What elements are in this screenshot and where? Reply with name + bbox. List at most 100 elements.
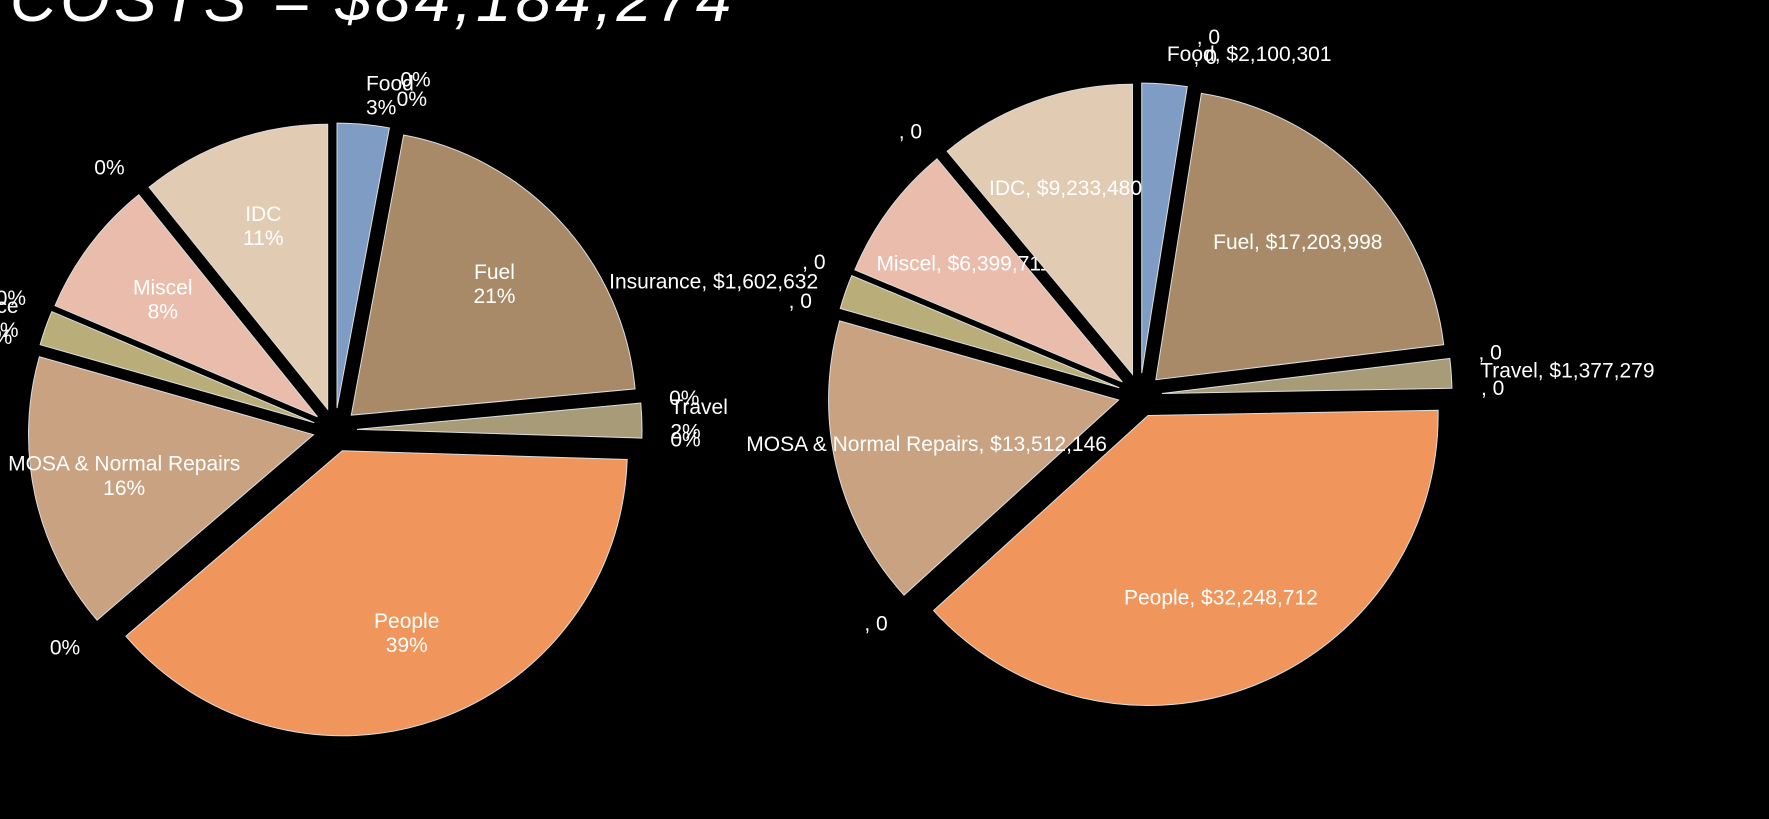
pie-slice (1161, 357, 1453, 394)
slice-value: 0% (669, 387, 699, 410)
slice-value: 2% (0, 319, 19, 342)
slice-category: Travel (1480, 359, 1538, 382)
slice-label: , 0 (864, 612, 887, 635)
slice-value: 0 (1208, 26, 1220, 49)
slice-category: Miscel (133, 276, 193, 299)
separator: , (1025, 176, 1037, 199)
slice-label: 0% (94, 156, 124, 179)
slice-value: 8% (148, 300, 178, 323)
slice-category: Fuel (1213, 230, 1254, 253)
pie-slice (828, 320, 1120, 596)
slice-label: Insurance, $1,602,632 (609, 270, 818, 293)
slice-category: Fuel (474, 261, 515, 284)
slice-label: Insurance 2% (0, 294, 19, 341)
separator: , (1215, 43, 1227, 66)
slice-label: IDC, $9,233,480 (989, 176, 1142, 199)
slice-category: Insurance (0, 294, 19, 317)
separator: , (1478, 341, 1490, 364)
separator: , (1481, 376, 1493, 399)
separator: , (1254, 230, 1266, 253)
slice-label: 0% (397, 88, 427, 111)
slide-title: COSTS = $84,184,274 (10, 0, 735, 35)
slice-value: 39% (386, 634, 428, 657)
slice-label: , 0 (789, 289, 812, 312)
slice-label: 0% (400, 68, 430, 91)
slice-category: Insurance (609, 270, 701, 293)
pie-slice (39, 310, 315, 424)
slice-value: 0% (400, 68, 430, 91)
slice-category: Miscel (876, 252, 936, 275)
pie-slice (336, 122, 390, 409)
pie-slice (54, 194, 318, 418)
slice-label: Fuel, $17,203,998 (1213, 230, 1382, 253)
slice-value: 0% (0, 287, 26, 310)
slice-label: , 0 (899, 120, 922, 143)
slice-category: People (374, 610, 439, 633)
pie-slice (1141, 82, 1188, 374)
slice-category: Food (366, 72, 414, 95)
slice-label: People, $32,248,712 (1124, 586, 1318, 609)
slice-label: , 0 (1197, 26, 1220, 49)
slice-value: 16% (103, 476, 145, 499)
slice-value: $32,248,712 (1201, 586, 1318, 609)
slice-category: IDC (989, 176, 1025, 199)
slice-value: $1,377,279 (1549, 359, 1654, 382)
pie-slice (946, 83, 1134, 376)
slice-label: 0% (0, 287, 26, 310)
slice-label: Food, $2,100,301 (1167, 43, 1332, 66)
slice-value: $6,399,711 (948, 252, 1052, 275)
separator: , (701, 270, 713, 293)
slice-value: $9,233,480 (1037, 176, 1142, 199)
slice-label: , 0 (1478, 341, 1501, 364)
pie-slice (932, 409, 1439, 706)
slice-value: 21% (473, 285, 515, 308)
slice-value: 0 (800, 289, 812, 312)
pie-slice (350, 134, 636, 416)
pie-slice (28, 356, 315, 621)
slice-label: Fuel 21% (473, 261, 515, 308)
separator: , (802, 251, 814, 274)
slice-value: 0 (1205, 46, 1217, 69)
slice-value: $2,100,301 (1226, 43, 1331, 66)
slice-label: Miscel, $6,399,711 (876, 252, 1051, 275)
slice-label: 0% (50, 636, 80, 659)
slice-value: 11% (243, 227, 283, 250)
slice-label: , 0 (1481, 376, 1504, 399)
separator: , (1197, 26, 1209, 49)
slice-label: , 0 (1194, 46, 1217, 69)
slice-label: Miscel 8% (133, 276, 193, 323)
pie-slice (1155, 92, 1445, 381)
slice-value: 0 (1493, 376, 1505, 399)
slice-category: IDC (245, 202, 281, 225)
slice-label: , 0 (802, 251, 825, 274)
slice-value: 0 (1490, 341, 1502, 364)
separator: , (1538, 359, 1550, 382)
slice-category: MOSA & Normal Repairs (746, 433, 978, 456)
separator: , (936, 252, 948, 275)
slice-label: People 39% (374, 610, 439, 657)
slice-label: IDC 11% (243, 202, 283, 249)
slice-label: Food 3% (366, 72, 414, 119)
separator: , (1189, 586, 1201, 609)
slice-label: 0% (0, 326, 12, 349)
slice-label: 0% (670, 428, 700, 451)
slice-value: 0% (670, 428, 700, 451)
separator: , (864, 612, 876, 635)
slice-value: 3% (366, 96, 396, 119)
slice-category: MOSA & Normal Repairs (8, 452, 240, 475)
separator: , (899, 120, 911, 143)
pie-slice (125, 450, 628, 737)
slice-value: $17,203,998 (1266, 230, 1383, 253)
slice-category: Food (1167, 43, 1215, 66)
slice-value: 0% (397, 88, 427, 111)
slice-value: 0 (910, 120, 922, 143)
pie-slice (356, 402, 643, 439)
slice-value: 2% (670, 420, 700, 443)
separator: , (789, 289, 801, 312)
slice-label: MOSA & Normal Repairs 16% (8, 452, 240, 499)
separator: , (978, 433, 990, 456)
slice-value: 0% (50, 636, 80, 659)
slice-value: 0 (876, 612, 888, 635)
pie-slice (148, 123, 329, 411)
pie-slice (839, 274, 1120, 389)
